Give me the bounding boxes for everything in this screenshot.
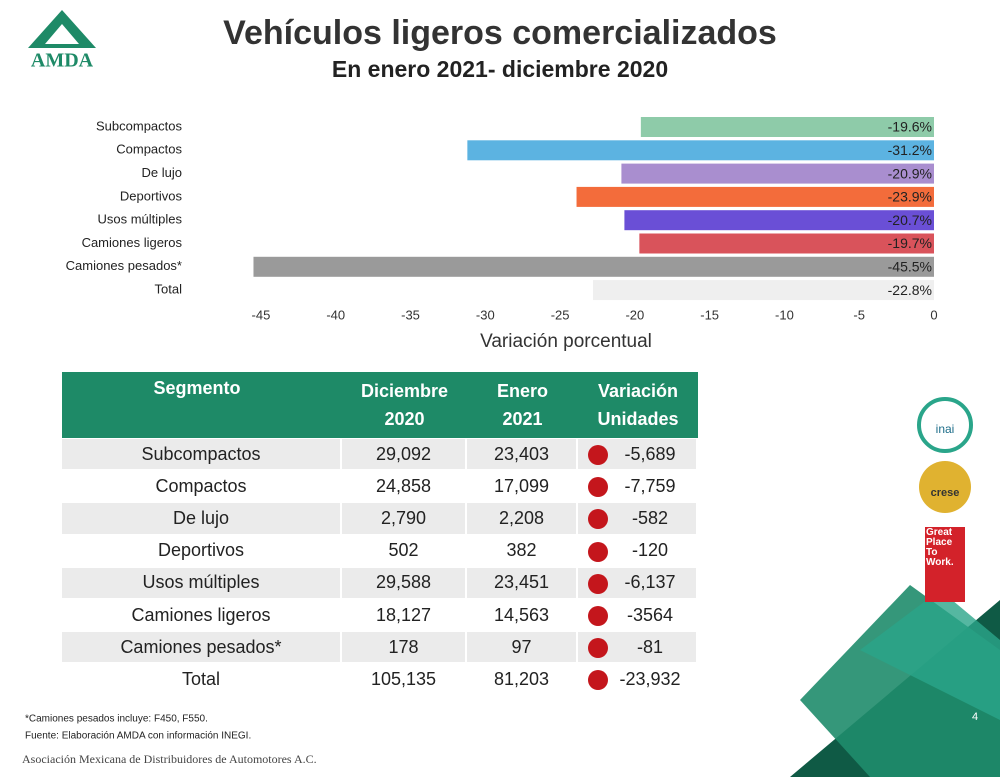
y-tick-label: Total — [155, 282, 183, 297]
table-cell: -81 — [578, 632, 696, 663]
footnote: *Camiones pesados incluye: F450, F550. — [25, 714, 208, 725]
table-cell: 14,563 — [467, 600, 576, 631]
x-tick-label: -25 — [551, 307, 570, 322]
x-tick-label: -30 — [476, 307, 495, 322]
value-label: -19.7% — [888, 235, 932, 251]
value-label: -19.6% — [888, 119, 932, 135]
table-cell: 24,858 — [342, 471, 465, 502]
y-tick-label: Camiones pesados* — [66, 258, 182, 273]
badge-text: Great Place To Work. — [926, 528, 954, 568]
table-header-cell: Variación Unidades — [578, 372, 698, 438]
footnote: Fuente: Elaboración AMDA con información… — [25, 731, 251, 742]
y-tick-label: Camiones ligeros — [82, 235, 183, 250]
x-tick-label: -5 — [853, 307, 865, 322]
table-cell: 23,451 — [467, 567, 576, 598]
status-dot — [588, 445, 608, 466]
status-dot — [588, 573, 608, 594]
value-label: -20.7% — [888, 212, 932, 228]
table-cell: 17,099 — [467, 471, 576, 502]
table-cell: 2,208 — [467, 503, 576, 534]
table-cell: Camiones ligeros — [62, 600, 340, 631]
y-tick-label: De lujo — [142, 165, 182, 180]
bar — [639, 233, 934, 254]
status-dot — [588, 541, 608, 562]
badge — [917, 397, 973, 453]
bar — [624, 210, 934, 231]
bar — [621, 163, 934, 184]
decoration — [860, 590, 1000, 720]
table-cell: 23,403 — [467, 439, 576, 470]
table-cell: -6,137 — [578, 567, 696, 598]
bar — [467, 140, 934, 161]
bar — [592, 280, 934, 301]
badge-text: crese — [931, 487, 960, 499]
y-tick-label: Deportivos — [120, 188, 183, 203]
page-number: 4 — [972, 711, 978, 723]
table-cell: 81,203 — [467, 664, 576, 695]
table-cell: -7,759 — [578, 471, 696, 502]
status-dot — [588, 477, 608, 498]
badge — [919, 461, 971, 513]
bar — [640, 117, 934, 137]
table-cell: Subcompactos — [62, 439, 340, 470]
table-cell: 29,588 — [342, 567, 465, 598]
logo-text: AMDA — [31, 50, 94, 72]
status-dot — [588, 606, 608, 627]
value-label: -20.9% — [888, 165, 932, 181]
badge-text-box: Great Place To Work. — [926, 528, 954, 568]
x-tick-label: 0 — [930, 307, 937, 322]
table-cell: 502 — [342, 535, 465, 566]
table-cell: Camiones pesados* — [62, 632, 340, 663]
table-header-cell: Enero 2021 — [467, 372, 578, 438]
value-label: -22.8% — [888, 282, 932, 298]
table-cell: 29,092 — [342, 439, 465, 470]
logo-mark — [45, 24, 79, 44]
x-tick-label: -10 — [775, 307, 794, 322]
x-tick-label: -15 — [700, 307, 719, 322]
table-cell: Deportivos — [62, 535, 340, 566]
y-tick-label: Usos múltiples — [97, 212, 182, 227]
x-tick-label: -45 — [252, 307, 271, 322]
status-dot — [588, 638, 608, 659]
x-tick-label: -20 — [625, 307, 644, 322]
badge-text: inai — [936, 422, 955, 436]
table-cell: -120 — [578, 535, 696, 566]
bar — [576, 186, 934, 207]
table-cell: -582 — [578, 503, 696, 534]
table-cell: 382 — [467, 535, 576, 566]
table-cell: 2,790 — [342, 503, 465, 534]
status-dot — [588, 509, 608, 530]
x-axis-label: Variación porcentual — [480, 331, 652, 352]
chart-title: Vehículos ligeros comercializados — [223, 14, 777, 52]
table-header-cell: Diciembre 2020 — [342, 372, 467, 438]
x-tick-label: -40 — [326, 307, 345, 322]
value-label: -45.5% — [888, 259, 932, 275]
table-cell: 97 — [467, 632, 576, 663]
table-header-cell: Segmento — [62, 372, 342, 438]
table-cell: -3564 — [578, 600, 696, 631]
y-tick-label: Compactos — [116, 142, 182, 157]
bar — [253, 256, 934, 277]
table-cell: Total — [62, 664, 340, 695]
table-cell: 105,135 — [342, 664, 465, 695]
table-cell: Compactos — [62, 471, 340, 502]
chart-subtitle: En enero 2021- diciembre 2020 — [332, 56, 668, 82]
table-cell: De lujo — [62, 503, 340, 534]
table-cell: 178 — [342, 632, 465, 663]
table-cell: -23,932 — [578, 664, 696, 695]
footer: Asociación Mexicana de Distribuidores de… — [22, 752, 317, 766]
table-cell: Usos múltiples — [62, 567, 340, 598]
table-cell: 18,127 — [342, 600, 465, 631]
value-label: -23.9% — [888, 189, 932, 205]
y-tick-label: Subcompactos — [96, 118, 182, 133]
x-tick-label: -35 — [401, 307, 420, 322]
status-dot — [588, 670, 608, 691]
value-label: -31.2% — [888, 142, 932, 158]
badge — [925, 527, 965, 602]
table-cell: -5,689 — [578, 439, 696, 470]
